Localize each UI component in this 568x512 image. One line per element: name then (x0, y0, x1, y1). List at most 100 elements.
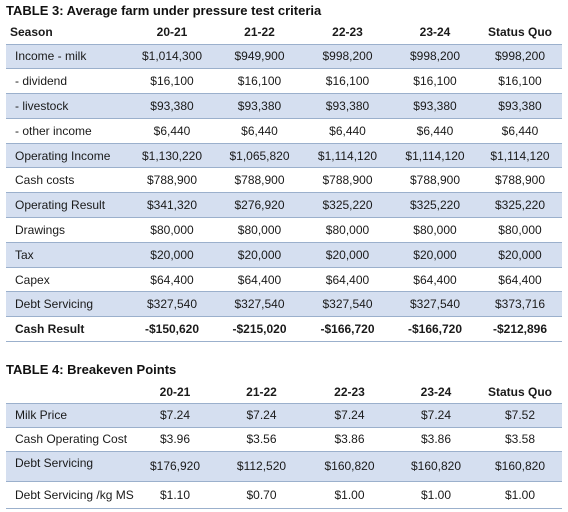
table-cell: $7.24 (159, 408, 191, 422)
table-cell: $20,000 (150, 247, 194, 262)
table-cell: $1,114,120 (405, 148, 465, 163)
table-cell: $998,200 (409, 49, 461, 64)
table-cell: $949,900 (234, 49, 285, 64)
table-cell: $20,000 (237, 247, 282, 262)
table-cell: $3.86 (420, 432, 452, 446)
table-cell: -$150,620 (144, 322, 200, 337)
table-row: Debt Servicing $327,540 $327,540 $327,540 $3… (6, 291, 562, 317)
table-cell: $327,540 (234, 297, 285, 312)
table-cell: $788,900 (234, 173, 285, 188)
table-cell: $3.86 (334, 432, 365, 446)
table-cell: $93,380 (413, 98, 457, 113)
table-cell: $325,220 (409, 198, 461, 213)
table-row: - livestock $93,380 $93,380 $93,380 $93,380 $… (6, 93, 562, 119)
table4: 20-21 21-22 22-23 23-24 Status Quo Milk … (6, 381, 562, 509)
row-label: Cash Result (15, 322, 85, 337)
row-label: Tax (15, 247, 34, 262)
table-row: Drawings $80,000 $80,000 $80,000 $80,000 $80,… (6, 217, 562, 243)
table-cell: $3.56 (246, 432, 277, 446)
table4-header-21-22: 21-22 (218, 381, 305, 404)
table-cell: $7.24 (420, 408, 452, 422)
table-cell: $6,440 (329, 123, 366, 138)
table-cell: $276,920 (234, 198, 285, 213)
table-cell: $93,380 (237, 98, 282, 113)
table-cell: $80,000 (413, 222, 457, 237)
table-cell: $64,400 (237, 272, 282, 287)
table-cell: $788,900 (146, 173, 198, 188)
table-cell: $998,200 (494, 49, 546, 64)
table3-header-21-22: 21-22 (216, 20, 303, 45)
table-row: Operating Result $341,320 $276,920 $325,220… (6, 192, 562, 218)
table-row: - dividend $16,100 $16,100 $16,100 $16,100 $1… (6, 68, 562, 94)
table-cell: $93,380 (325, 98, 370, 113)
table4-header-22-23: 22-23 (305, 381, 394, 404)
table-cell: $998,200 (322, 49, 373, 64)
table-cell: $80,000 (150, 222, 194, 237)
table4-title: TABLE 4: Breakeven Points (6, 362, 177, 377)
row-label: Operating Income (15, 148, 111, 163)
table-cell: $325,220 (494, 198, 546, 213)
table-cell: $1.00 (420, 487, 452, 502)
table3-header-status-quo: Status Quo (478, 20, 562, 45)
table-cell: $1,014,300 (141, 49, 203, 64)
table-cell: $6,440 (501, 123, 539, 138)
row-label: Income - milk (15, 49, 87, 64)
table-cell: $327,540 (322, 297, 373, 312)
table-cell: $7.24 (246, 408, 277, 422)
table-cell: $0.70 (246, 487, 277, 502)
row-label: Cash costs (15, 173, 75, 188)
table-cell: -$212,896 (492, 322, 548, 337)
table4-header-status-quo: Status Quo (478, 381, 562, 404)
table-cell: $1.00 (334, 487, 365, 502)
table-cell: $160,820 (324, 459, 375, 473)
table3-title: TABLE 3: Average farm under pressure tes… (6, 3, 322, 18)
table-cell: $327,540 (146, 297, 198, 312)
table-row: Income - milk $1,014,300 $949,900 $998,200 $… (6, 44, 562, 69)
table-cell: $1,114,120 (317, 148, 378, 163)
table-cell: $80,000 (237, 222, 282, 237)
table3-header-season: Season (6, 20, 128, 45)
table4-header-23-24: 23-24 (394, 381, 478, 404)
table-cell: $20,000 (325, 247, 370, 262)
row-label: Operating Result (15, 198, 106, 213)
table-cell: $93,380 (150, 98, 194, 113)
table-cell: $80,000 (498, 222, 542, 237)
table-cell: $16,100 (413, 74, 457, 89)
row-label: Drawings (15, 222, 66, 237)
table-cell: $16,100 (325, 74, 370, 89)
table3-header-20-21: 20-21 (128, 20, 216, 45)
table-cell: $325,220 (322, 198, 373, 213)
table3-header-22-23: 22-23 (303, 20, 392, 45)
row-label: - dividend (15, 74, 68, 89)
table-cell: $6,440 (153, 123, 191, 138)
table-cell: $1,065,820 (229, 148, 290, 163)
table4-header-20-21: 20-21 (132, 381, 218, 404)
table-cell: $16,100 (150, 74, 194, 89)
table-cell: $80,000 (325, 222, 370, 237)
table4-header-row: 20-21 21-22 22-23 23-24 Status Quo (6, 381, 562, 404)
row-label: Capex (15, 272, 50, 287)
row-label: - other income (15, 123, 92, 138)
row-label: Cash Operating Cost (15, 432, 128, 446)
table4-header-blank (6, 381, 132, 404)
table-cell: $20,000 (498, 247, 542, 262)
table-cell: $64,400 (498, 272, 542, 287)
table-cell: $64,400 (325, 272, 370, 287)
table-cell: $7.52 (504, 408, 536, 422)
table-cell: -$166,720 (320, 322, 375, 337)
table-cell: $64,400 (413, 272, 457, 287)
table-cell: $3.96 (159, 432, 191, 446)
table-cell: $16,100 (498, 74, 542, 89)
row-label: Debt Servicing (15, 297, 94, 312)
table-cell: -$166,720 (407, 322, 463, 337)
table-row: Debt Servicing /kg MS $1.10 $0.70 $1.00 $1.0… (6, 481, 562, 508)
table-row: Milk Price $7.24 $7.24 $7.24 $7.24 $7.52 (6, 403, 562, 427)
table-cell: $6,440 (416, 123, 454, 138)
table-cell: $327,540 (409, 297, 461, 312)
table-cell: $788,900 (409, 173, 461, 188)
table-cell: $1,114,120 (490, 148, 550, 163)
table-row: Debt Servicing $176,920 $112,520 $160,820 $1… (6, 451, 562, 481)
table3-header-row: Season 20-21 21-22 22-23 23-24 Status Qu… (6, 20, 562, 45)
table-row: - other income $6,440 $6,440 $6,440 $6,440 $6… (6, 118, 562, 144)
table-cell: -$215,020 (232, 322, 287, 337)
